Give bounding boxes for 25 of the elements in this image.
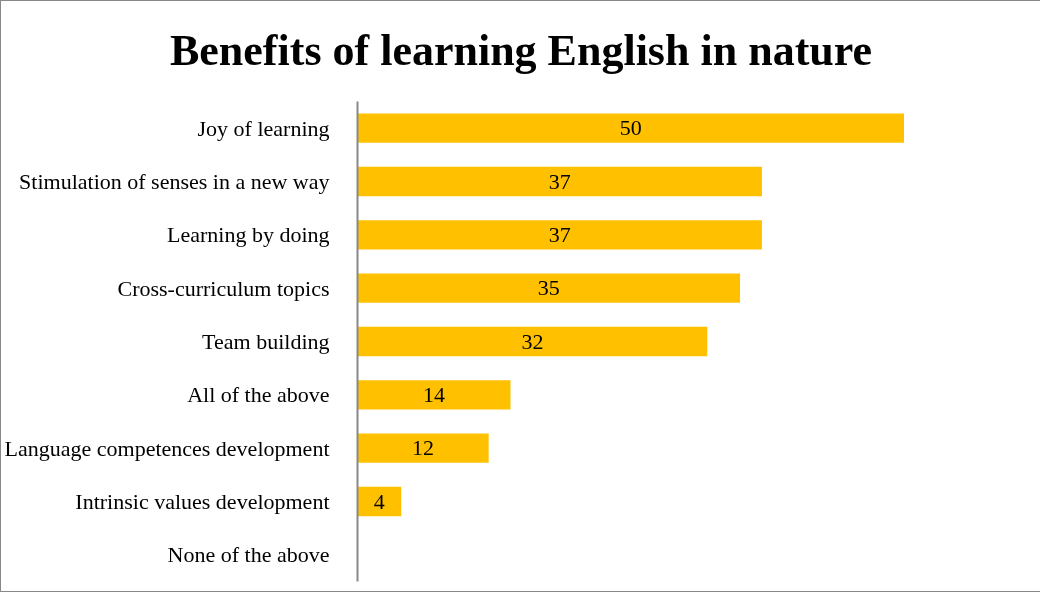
bar	[357, 380, 511, 410]
y-tick-label: Cross-curriculum topics	[117, 275, 330, 301]
y-tick-label: Stimulation of senses in a new way	[19, 169, 330, 194]
chart-title: Benefits of learning English in nature	[169, 25, 873, 77]
bar	[357, 273, 741, 303]
bar	[357, 220, 762, 250]
bar	[357, 166, 762, 197]
data-label: 12	[412, 435, 435, 461]
y-tick-label: Language competences development	[4, 435, 330, 461]
data-label: 32	[521, 328, 544, 354]
bar	[357, 326, 708, 357]
bar	[357, 113, 904, 143]
data-label: 14	[423, 381, 446, 407]
bar	[357, 433, 489, 463]
y-tick-label: Intrinsic values development	[75, 489, 330, 514]
y-tick-label: Team building	[202, 329, 330, 354]
data-label: 35	[537, 275, 560, 301]
y-tick-label: All of the above	[187, 382, 330, 408]
data-label: 4	[373, 488, 385, 514]
data-label: 37	[548, 221, 571, 247]
y-tick-label: Joy of learning	[197, 115, 330, 141]
y-tick-label: None of the above	[167, 542, 330, 568]
data-label: 37	[548, 168, 571, 194]
y-tick-label: Learning by doing	[166, 222, 330, 248]
data-label: 50	[619, 115, 642, 141]
